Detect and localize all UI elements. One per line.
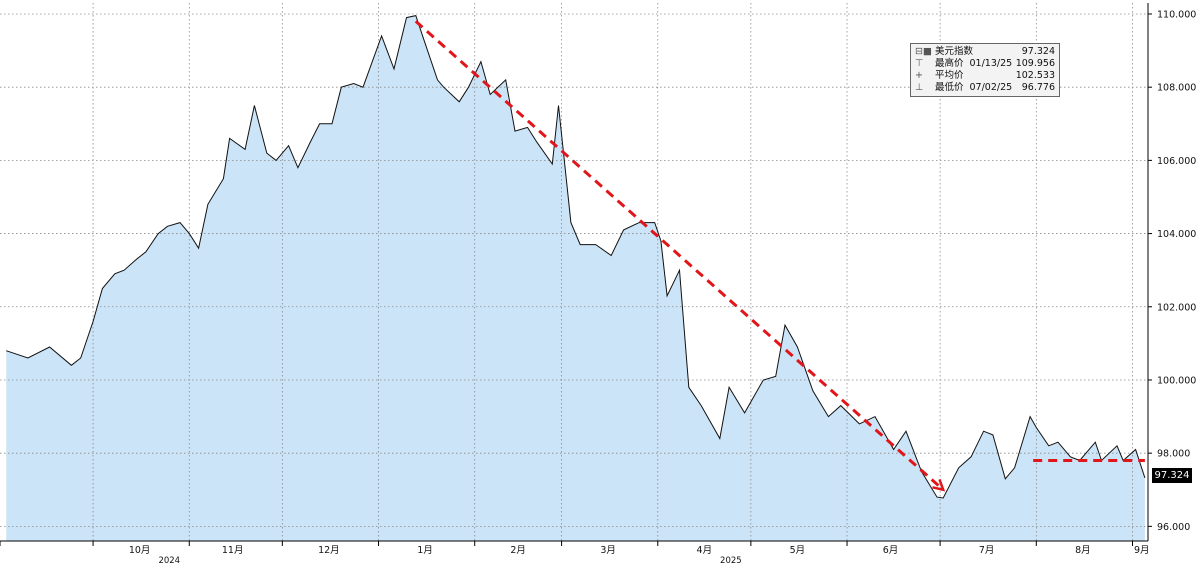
- trend-arrowhead: [932, 478, 946, 492]
- y-tick-label: 100.000: [1157, 375, 1196, 386]
- x-tick-label: 5月: [790, 545, 806, 556]
- y-tick-label: 106.000: [1157, 156, 1196, 167]
- y-tick-label: 102.000: [1157, 302, 1196, 313]
- y-tick-label: 108.000: [1157, 83, 1196, 94]
- legend-row-high: ⊤ 最高价 01/13/25 109.956: [915, 58, 1055, 70]
- legend-row-average: + 平均价 102.533: [915, 70, 1055, 82]
- x-tick-label: 10月: [129, 545, 151, 556]
- series-line: [6, 15, 1146, 499]
- series-area: [6, 15, 1145, 542]
- legend-low-date: 07/02/25: [969, 82, 1013, 93]
- legend-low-value: 96.776: [1021, 82, 1055, 93]
- series-swatch-icon: ⊟■: [915, 46, 932, 57]
- legend-low-label: 最低价: [935, 82, 964, 93]
- legend-high-date: 01/13/25: [969, 58, 1013, 69]
- legend-last-value: 97.324: [1021, 46, 1055, 57]
- legend-box: ⊟■ 美元指数 97.324 ⊤ 最高价 01/13/25 109.956 + …: [910, 43, 1060, 97]
- x-year-label: 2025: [720, 556, 742, 563]
- trend-line: [414, 20, 945, 491]
- legend-row-series: ⊟■ 美元指数 97.324: [915, 46, 1055, 58]
- x-tick-label: 12月: [318, 545, 340, 556]
- y-tick-label: 110.000: [1157, 9, 1196, 20]
- legend-row-low: ⊥ 最低价 07/02/25 96.776: [915, 82, 1055, 94]
- x-year-label: 2024: [158, 556, 180, 563]
- legend-series-name: 美元指数: [935, 46, 974, 57]
- x-tick-label: 1月: [417, 545, 433, 556]
- x-tick-label: 7月: [979, 545, 995, 556]
- legend-average-value: 102.533: [1015, 70, 1055, 81]
- legend-high-label: 最高价: [935, 58, 964, 69]
- high-marker-icon: ⊤: [915, 58, 924, 69]
- average-marker-icon: +: [915, 70, 923, 81]
- x-tick-label: 3月: [600, 545, 616, 556]
- y-tick-label: 98.000: [1157, 449, 1190, 460]
- low-marker-icon: ⊥: [915, 82, 924, 93]
- x-tick-label: 4月: [697, 545, 713, 556]
- y-tick-label: 104.000: [1157, 229, 1196, 240]
- legend-high-value: 109.956: [1015, 58, 1055, 69]
- x-tick-label: 11月: [222, 545, 244, 556]
- x-tick-label: 6月: [883, 545, 899, 556]
- legend-average-label: 平均价: [935, 70, 964, 81]
- x-tick-label: 8月: [1075, 545, 1091, 556]
- x-tick-label: 9月: [1134, 545, 1150, 556]
- last-value-tag: 97.324: [1152, 468, 1192, 483]
- y-tick-label: 96.000: [1157, 522, 1190, 533]
- x-tick-label: 2月: [510, 545, 526, 556]
